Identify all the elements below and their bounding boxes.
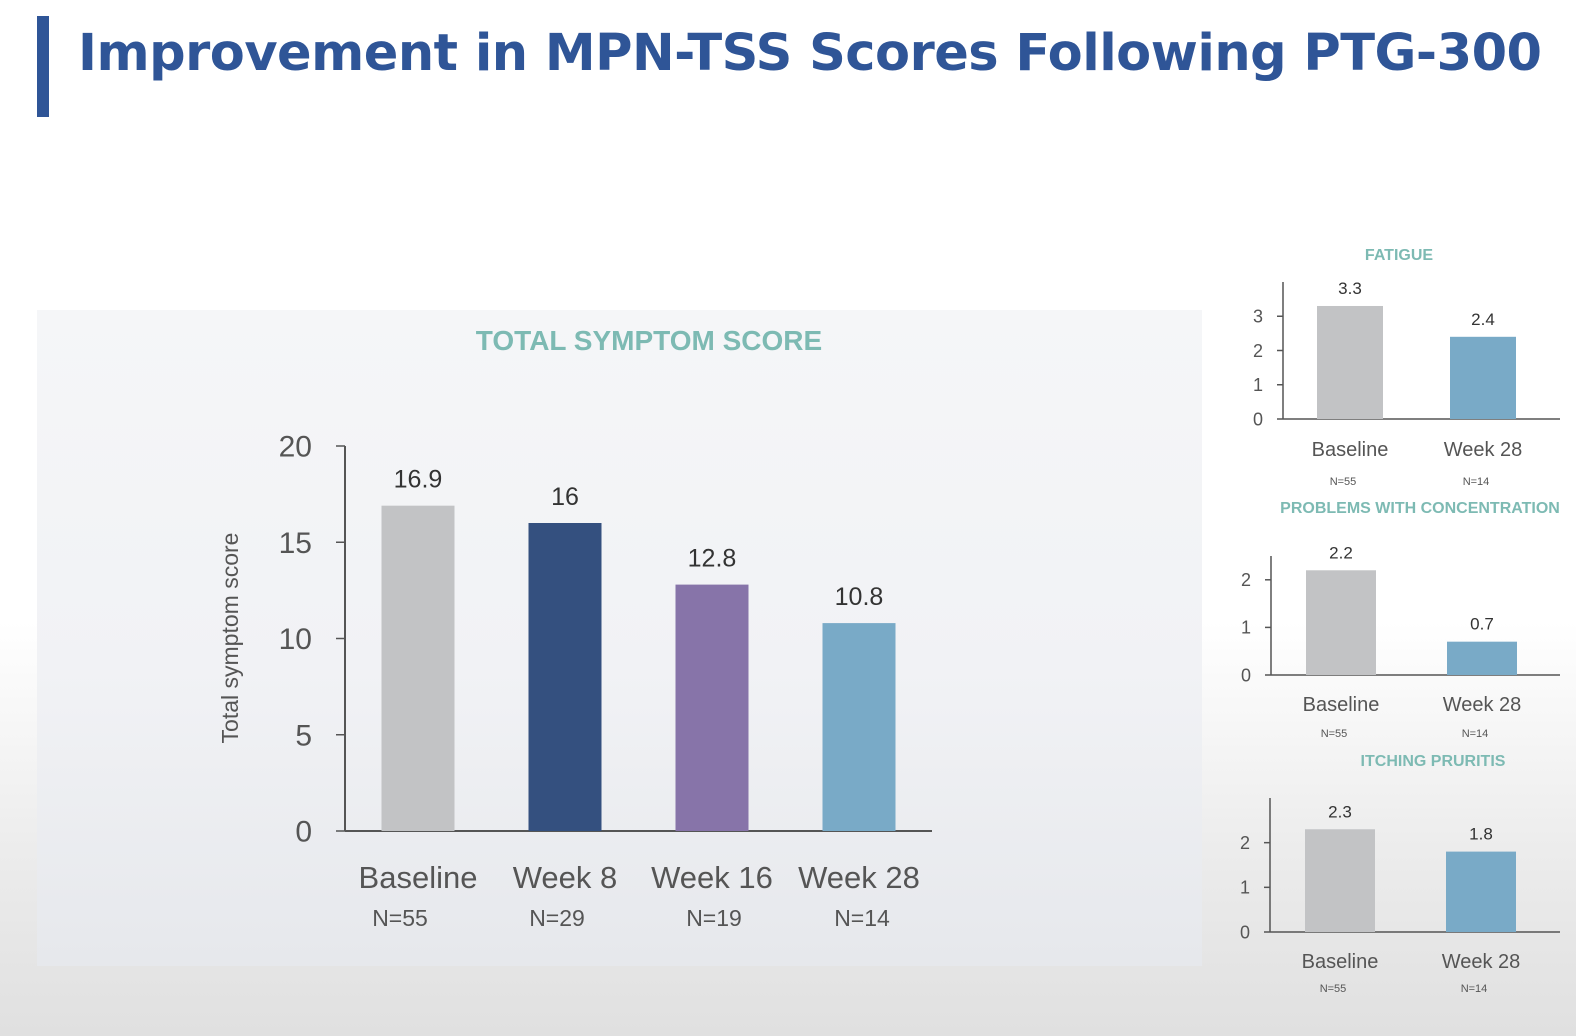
y-tick-label: 0 — [1253, 409, 1263, 429]
category-label: Week 16 — [651, 860, 773, 895]
y-tick-label: 0 — [1240, 922, 1250, 942]
data-label: 10.8 — [835, 583, 884, 611]
n-label: N=14 — [1462, 728, 1489, 740]
category-label: Baseline — [1312, 439, 1389, 461]
category-label: Week 8 — [513, 860, 618, 895]
n-label: N=55 — [372, 905, 428, 931]
y-tick-label: 20 — [279, 431, 312, 464]
data-label: 2.3 — [1328, 802, 1352, 821]
n-label: N=55 — [1321, 728, 1348, 740]
bar-week-28 — [1447, 641, 1517, 675]
y-tick-label: 1 — [1253, 375, 1263, 395]
chart-title: FATIGUE — [1365, 247, 1433, 264]
data-label: 16 — [551, 483, 579, 511]
category-label: Baseline — [359, 860, 478, 895]
data-label: 3.3 — [1338, 279, 1362, 298]
data-label: 2.4 — [1471, 310, 1495, 329]
data-label: 16.9 — [394, 466, 443, 494]
category-label: Week 28 — [1443, 694, 1522, 716]
y-tick-label: 1 — [1240, 878, 1250, 898]
bar-week-28 — [822, 623, 896, 831]
bar-baseline — [1317, 305, 1383, 419]
category-label: Baseline — [1302, 951, 1379, 973]
bar-week-8 — [528, 523, 602, 831]
bar-week-28 — [1446, 851, 1516, 932]
category-label: Week 28 — [798, 860, 920, 895]
n-label: N=14 — [1461, 983, 1488, 995]
n-label: N=55 — [1330, 476, 1357, 488]
category-label: Week 28 — [1444, 439, 1523, 461]
category-label: Week 28 — [1442, 951, 1521, 973]
chart-title: ITCHING PRURITIS — [1361, 753, 1506, 770]
data-label: 1.8 — [1469, 825, 1493, 844]
y-tick-label: 0 — [1241, 665, 1251, 685]
bar-baseline — [1306, 570, 1376, 675]
n-label: N=19 — [686, 905, 742, 931]
bar-week-28 — [1450, 336, 1516, 419]
main-chart-panel — [37, 310, 1202, 966]
n-label: N=55 — [1320, 983, 1347, 995]
y-tick-label: 5 — [295, 719, 312, 752]
chart-title: TOTAL SYMPTOM SCORE — [476, 325, 822, 356]
y-tick-label: 1 — [1241, 618, 1251, 638]
title-accent-bar — [37, 16, 49, 117]
bar-baseline — [1305, 829, 1375, 932]
data-label: 12.8 — [688, 545, 737, 573]
y-tick-label: 2 — [1240, 833, 1250, 853]
data-label: 0.7 — [1470, 615, 1494, 634]
n-label: N=14 — [1463, 476, 1490, 488]
n-label: N=14 — [834, 905, 890, 931]
y-tick-label: 10 — [279, 623, 312, 656]
y-axis-title: Total symptom score — [217, 533, 243, 744]
y-tick-label: 15 — [279, 527, 312, 560]
chart-title: PROBLEMS WITH CONCENTRATION — [1280, 500, 1560, 517]
n-label: N=29 — [529, 905, 585, 931]
category-label: Baseline — [1303, 694, 1380, 716]
bar-baseline — [381, 505, 455, 831]
slide-title: Improvement in MPN-TSS Scores Following … — [78, 24, 1542, 83]
y-tick-label: 2 — [1253, 341, 1263, 361]
data-label: 2.2 — [1329, 543, 1353, 562]
y-tick-label: 0 — [295, 816, 312, 849]
bar-week-16 — [675, 584, 749, 831]
y-tick-label: 3 — [1253, 307, 1263, 327]
y-tick-label: 2 — [1241, 570, 1251, 590]
